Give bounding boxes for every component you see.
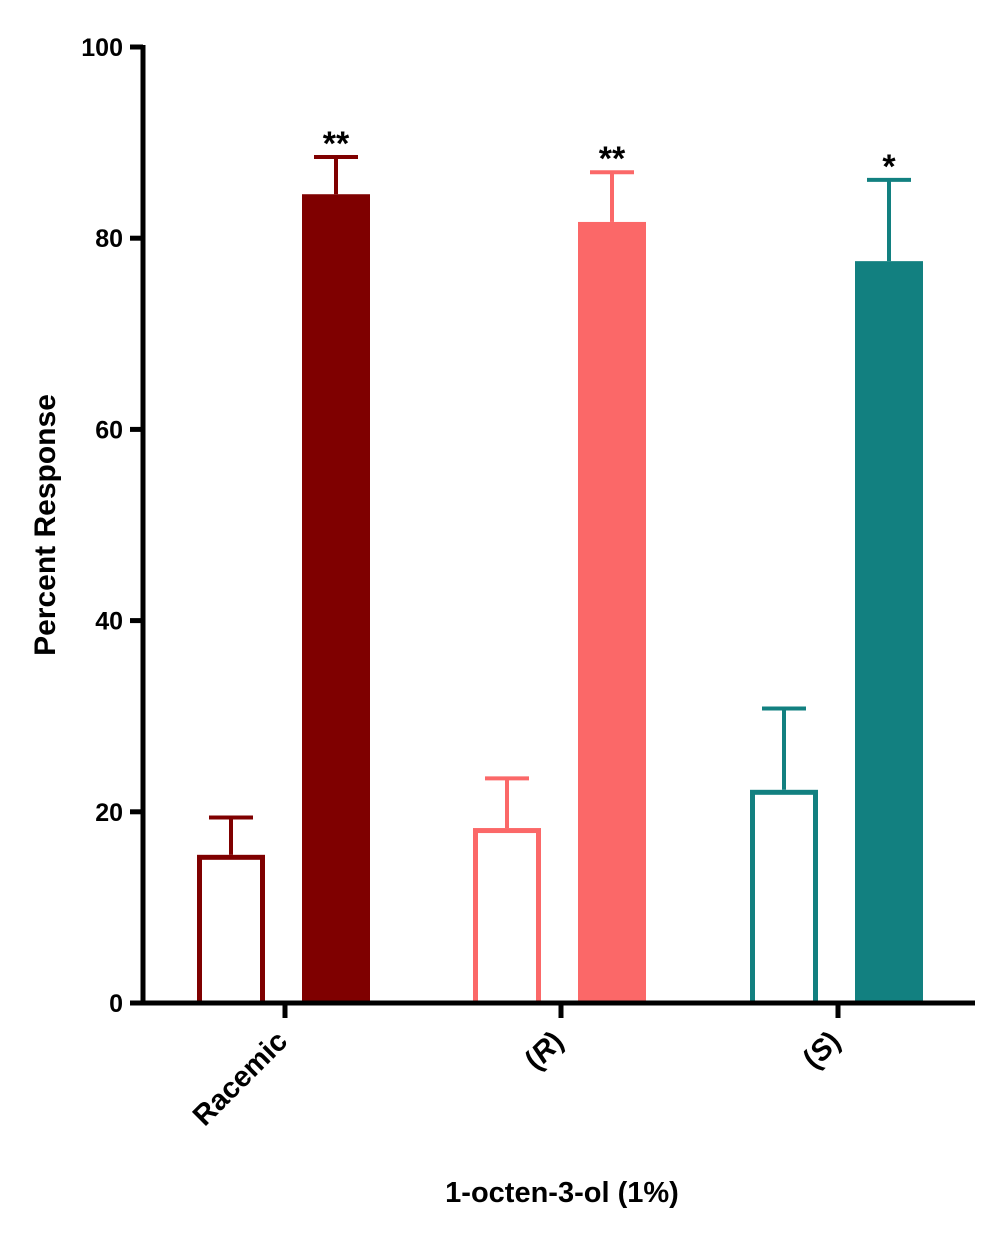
x-axis-label: 1-octen-3-ol (1%) bbox=[445, 1177, 679, 1209]
bars-layer bbox=[197, 194, 923, 1006]
significance-1-1: ** bbox=[599, 140, 626, 178]
y-tick-label-1: 20 bbox=[95, 799, 123, 827]
y-tick-label-4: 80 bbox=[95, 225, 123, 253]
error-bar-1-2 bbox=[867, 177, 911, 262]
significance-1-2: * bbox=[882, 148, 896, 186]
x-tick-label-0: Racemic bbox=[187, 1025, 294, 1132]
bar-1-2 bbox=[855, 261, 923, 1003]
bar-0-2 bbox=[750, 789, 818, 1006]
x-ticks: Racemic (R) (S) bbox=[187, 1003, 847, 1132]
error-bar-0-1 bbox=[485, 776, 529, 829]
y-tick-label-3: 60 bbox=[95, 416, 123, 444]
axes bbox=[140, 45, 975, 1006]
bar-0-0 bbox=[197, 854, 265, 1006]
error-bars-layer bbox=[209, 154, 911, 855]
y-tick-label-2: 40 bbox=[95, 608, 123, 636]
error-bar-1-1 bbox=[590, 170, 634, 222]
bar-1-1 bbox=[578, 221, 646, 1003]
bar-0-1 bbox=[473, 828, 541, 1006]
error-bar-0-0 bbox=[209, 815, 253, 855]
y-tick-label-5: 100 bbox=[81, 34, 123, 62]
x-tick-label-1: (R) bbox=[519, 1025, 570, 1076]
error-bar-1-0 bbox=[314, 154, 358, 195]
x-tick-label-2: (S) bbox=[797, 1025, 847, 1075]
significance-layer: ** ** * bbox=[323, 125, 897, 186]
error-bar-0-2 bbox=[762, 706, 806, 790]
bar-1-0 bbox=[302, 194, 370, 1003]
y-tick-label-0: 0 bbox=[109, 990, 123, 1018]
y-ticks: 0 20 40 60 80 100 bbox=[81, 34, 143, 1018]
y-axis-label: Percent Response bbox=[29, 394, 62, 656]
significance-1-0: ** bbox=[323, 125, 350, 163]
